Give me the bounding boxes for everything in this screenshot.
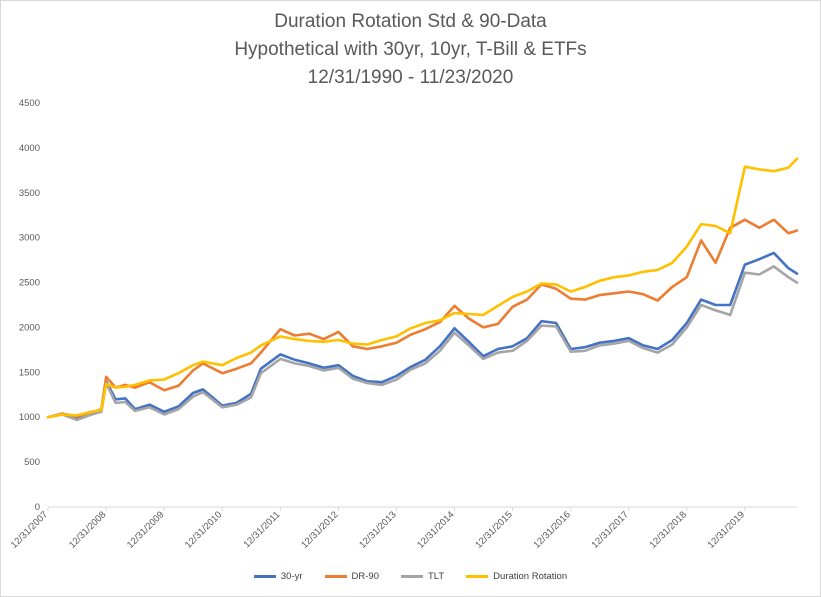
x-tick-label: 12/31/2015 <box>473 509 514 550</box>
series-line-tlt <box>46 265 799 422</box>
legend-item: TLT <box>400 571 445 582</box>
x-tick-label: 12/31/2013 <box>357 509 398 550</box>
legend-item: DR-90 <box>324 571 379 582</box>
legend-item: 30-yr <box>253 571 303 582</box>
x-tick-label: 12/31/2019 <box>706 509 747 550</box>
series-line-duration-rotation <box>46 157 799 419</box>
legend-swatch <box>466 575 489 578</box>
x-tick-label: 12/31/2017 <box>590 509 631 550</box>
series-line-30-yr <box>46 251 799 420</box>
x-tick-label: 12/31/2014 <box>415 509 456 550</box>
legend-swatch <box>400 575 423 578</box>
x-tick-label: 12/31/2011 <box>242 509 283 550</box>
y-tick-label: 4000 <box>19 143 40 154</box>
y-tick-label: 0 <box>35 502 40 513</box>
legend-swatch <box>253 575 276 578</box>
x-tick-label: 12/31/2010 <box>183 509 224 550</box>
x-tick-label: 12/31/2009 <box>125 509 166 550</box>
y-tick-label: 2500 <box>19 278 40 289</box>
chart-title-line-2: Hypothetical with 30yr, 10yr, T-Bill & E… <box>234 39 587 60</box>
y-tick-label: 4500 <box>19 98 40 109</box>
x-tick-label: 12/31/2016 <box>531 509 572 550</box>
y-tick-label: 3000 <box>19 233 40 244</box>
x-tick-label: 12/31/2012 <box>299 509 340 550</box>
y-tick-label: 3500 <box>19 188 40 199</box>
legend-label: DR-90 <box>351 571 379 582</box>
chart-legend: 30-yr DR-90 TLT Duration Rotation <box>0 571 821 582</box>
series-line-dr-90 <box>46 218 799 419</box>
y-tick-label: 500 <box>24 457 40 468</box>
chart-title-line-3: 12/31/1990 - 11/23/2020 <box>307 67 514 88</box>
chart-title-line-1: Duration Rotation Std & 90-Data <box>274 11 547 32</box>
legend-label: TLT <box>427 571 445 582</box>
x-tick-label: 12/31/2018 <box>648 509 689 550</box>
legend-item: Duration Rotation <box>466 571 567 582</box>
legend-swatch <box>324 575 347 578</box>
x-tick-label: 12/31/2007 <box>9 509 50 550</box>
y-tick-label: 1500 <box>19 367 40 378</box>
legend-label: Duration Rotation <box>493 571 568 582</box>
legend-label: 30-yr <box>280 571 303 582</box>
x-tick-label: 12/31/2008 <box>67 509 108 550</box>
y-tick-label: 1000 <box>19 412 40 423</box>
y-tick-label: 2000 <box>19 322 40 333</box>
